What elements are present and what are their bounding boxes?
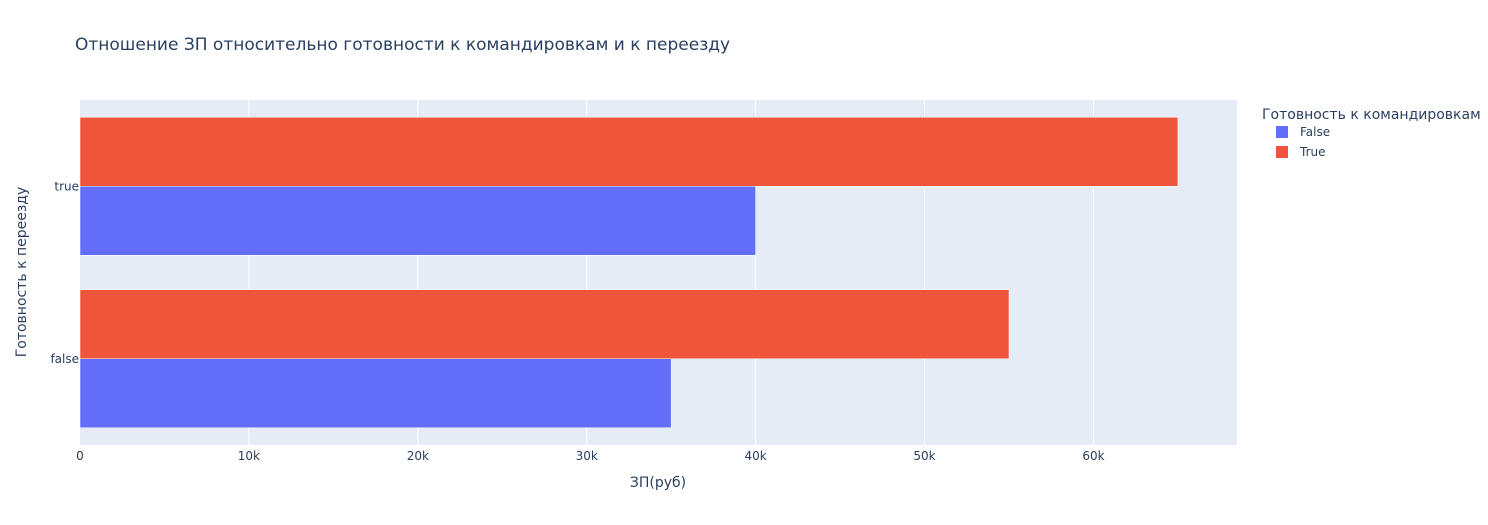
y-tick-label: true [54,179,79,193]
bars [79,117,1179,428]
x-tick-label: 40k [745,449,767,463]
x-tick-label: 20k [407,449,429,463]
x-tick-label: 60k [1082,449,1104,463]
y-tick-label: false [50,352,79,366]
bar-false-true [79,186,756,256]
x-tick-label: 30k [576,449,598,463]
legend-swatch-true[interactable] [1276,146,1288,158]
x-tick-label: 50k [913,449,935,463]
legend-label-false[interactable]: False [1300,125,1330,139]
x-tick-label: 10k [238,449,260,463]
x-axis-ticks: 0 10k 20k 30k 40k 50k 60k [76,449,1104,463]
bar-false-false [79,358,672,428]
x-tick-label: 0 [76,449,84,463]
y-axis-title: Готовность к переезду [14,187,30,358]
x-axis-title: ЗП(руб) [630,475,686,491]
bar-true-false [79,289,1010,359]
chart-title: Отношение ЗП относительно готовности к к… [75,35,730,55]
y-axis-ticks: false true [50,179,79,366]
legend-title: Готовность к командировкам [1262,107,1481,123]
legend-label-true[interactable]: True [1299,145,1326,159]
bar-true-true [79,117,1179,187]
legend: Готовность к командировкам False True [1262,107,1481,159]
legend-swatch-false[interactable] [1276,126,1288,138]
